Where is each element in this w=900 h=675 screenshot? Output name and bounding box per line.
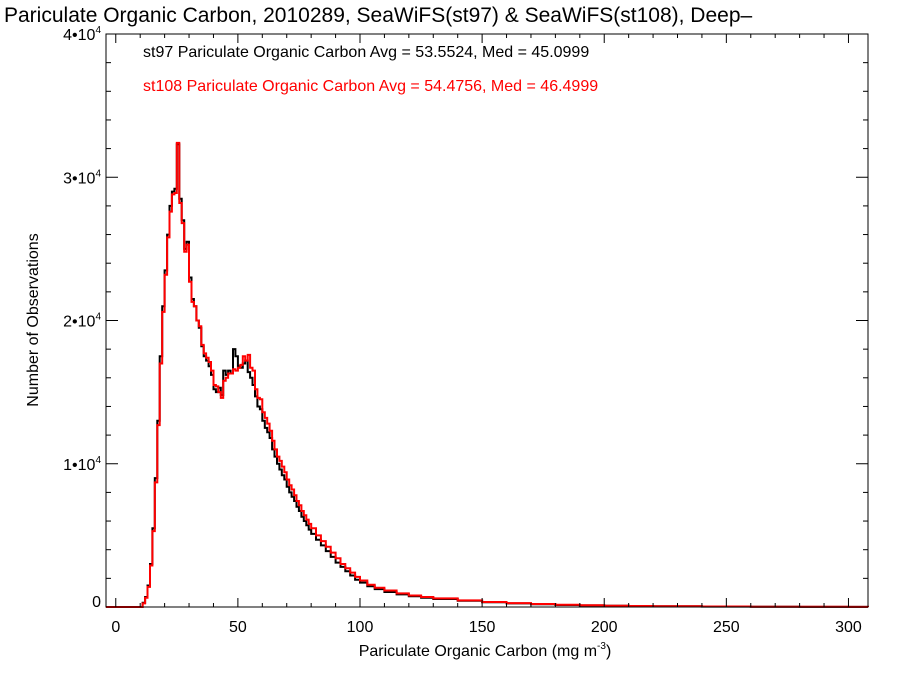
x-axis-label: Pariculate Organic Carbon (mg m-3) <box>359 641 612 660</box>
legend: st97 Pariculate Organic Carbon Avg = 53.… <box>143 44 598 95</box>
x-axis-ticks: 0 50 100 150 200 250 300 <box>111 34 862 636</box>
x-tick-label: 200 <box>591 619 618 636</box>
y-tick-label: 0 <box>92 594 101 611</box>
chart-title: Pariculate Organic Carbon, 2010289, SeaW… <box>4 4 753 27</box>
y-tick-label: 1•104 <box>63 455 101 474</box>
x-tick-label: 150 <box>469 619 496 636</box>
series-line-st108 <box>106 141 869 608</box>
x-tick-label: 0 <box>111 619 120 636</box>
y-tick-label: 2•104 <box>63 312 101 331</box>
x-tick-label: 250 <box>713 619 740 636</box>
x-tick-label: 300 <box>835 619 862 636</box>
y-axis-label: Number of Observations <box>25 233 42 406</box>
series-layer <box>106 141 869 608</box>
legend-entry-st97: st97 Pariculate Organic Carbon Avg = 53.… <box>143 44 589 61</box>
series-line-st97 <box>106 143 869 608</box>
plot-frame <box>105 33 869 608</box>
legend-entry-st108: st108 Pariculate Organic Carbon Avg = 54… <box>143 78 598 95</box>
y-tick-label: 4•104 <box>63 25 101 44</box>
x-tick-label: 50 <box>229 619 247 636</box>
y-axis-ticks: 0 1•104 2•104 3•104 4•104 <box>63 25 868 611</box>
y-tick-label: 3•104 <box>63 168 101 187</box>
x-tick-label: 100 <box>347 619 374 636</box>
